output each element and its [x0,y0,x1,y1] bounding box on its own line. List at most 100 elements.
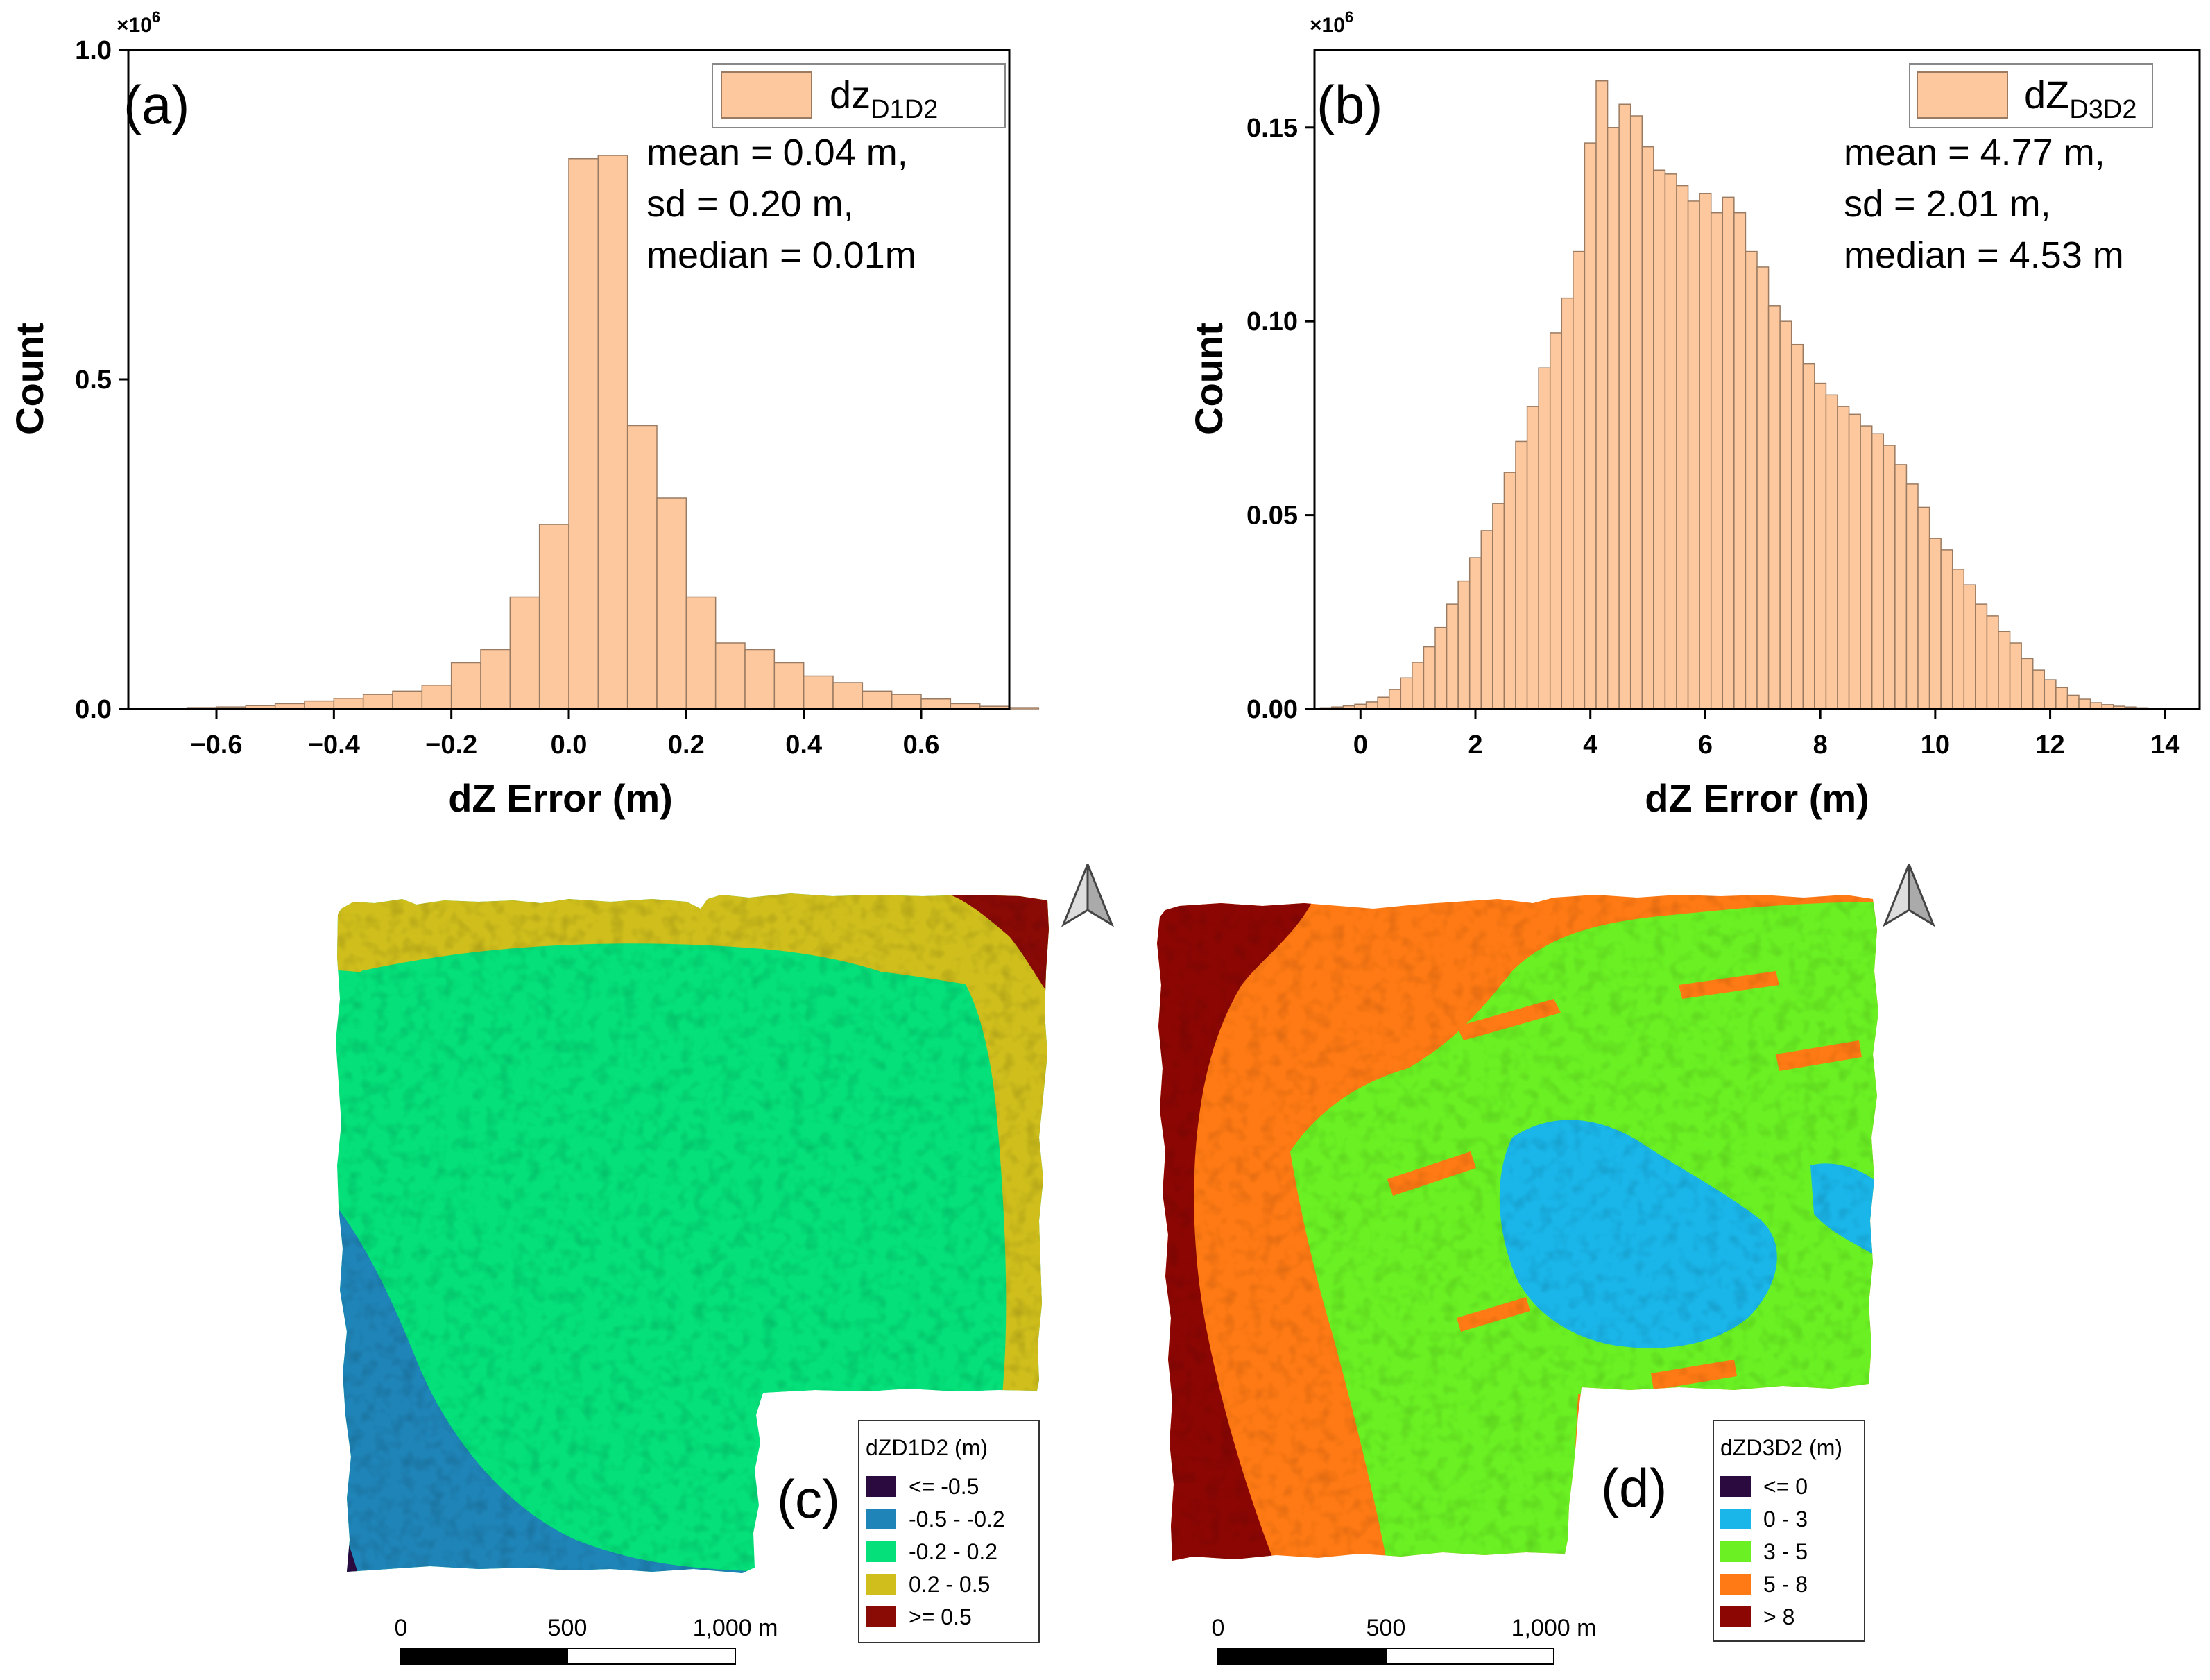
x-tick-label-b-6: 12 [2035,730,2064,760]
histogram-b-bar-26 [1618,103,1631,710]
y-axis-title-a: Count [8,323,51,435]
legend-swatch-c-1 [866,1509,896,1529]
map-c: (c) dZD1D2 (m) <= -0.5 -0.5 - -0.2 -0.2 - … [336,864,1115,1665]
histogram-b-bar-43 [1814,382,1827,710]
legend-title-c: dZD1D2 (m) [866,1435,988,1460]
histogram-b-bar-49 [1883,445,1896,710]
scale-label-d-0: 0 [1212,1615,1225,1641]
legend-title-d: dZD3D2 (m) [1720,1435,1842,1460]
legend-class-d-2: 3 - 5 [1763,1539,1808,1564]
x-tick-label-a-0: −0.6 [190,730,242,760]
histogram-b-bar-9 [1423,646,1436,710]
x-ticks-a: −0.6 −0.4 −0.2 0.0 0.2 0.4 0.6 [190,709,939,760]
histogram-b-bar-64 [2055,687,2068,710]
y-ticks-b: 0.00 0.05 0.10 0.15 [1247,114,1314,724]
histogram-b-bar-14 [1480,530,1493,710]
scale-label-c-2: 1,000 m [693,1615,778,1641]
histogram-b-bar-63 [2044,679,2057,710]
legend-swatch-c-3 [866,1574,896,1595]
legend-swatch-d-4 [1720,1606,1751,1627]
x-tick-label-a-4: 0.2 [668,730,705,760]
histogram-a-bar-10 [450,662,481,710]
legend-swatch-c-2 [866,1541,896,1562]
histogram-a-bar-6 [333,698,364,710]
stat-mean-a: mean = 0.04 m, [646,132,908,173]
histogram-a-bars [157,155,1040,710]
histogram-a-bar-8 [392,690,423,710]
stat-mean-b: mean = 4.77 m, [1844,132,2105,173]
north-arrow-d-icon [1882,864,1936,927]
y-multiplier-b: ×106 [1310,8,1353,37]
x-tick-label-a-1: −0.4 [308,730,360,760]
scale-label-d-2: 1,000 m [1511,1615,1597,1641]
histogram-a-bar-14 [568,158,599,710]
histogram-b-bars [1319,80,2183,710]
histogram-b-bar-46 [1848,413,1861,710]
legend-d: dZD3D2 (m) <= 0 0 - 3 3 - 5 5 - 8 > 8 [1713,1420,1865,1642]
histogram-a-bar-29 [1009,707,1040,710]
histogram-a-bar-13 [538,524,569,710]
histogram-b-bar-60 [2009,642,2022,710]
histogram-a-bar-18 [685,596,717,710]
histogram-b-bar-57 [1975,603,1988,710]
histogram-a-bar-23 [832,682,864,710]
legend-c: dZD1D2 (m) <= -0.5 -0.5 - -0.2 -0.2 - 0.2 0… [858,1420,1040,1643]
histogram-b-bar-11 [1446,603,1459,710]
histogram-b-bar-47 [1860,425,1873,710]
histogram-a-bar-7 [362,694,393,710]
plot-frame-b [1313,49,2201,710]
panel-label-a: (a) [123,74,189,135]
histogram-b-bar-36 [1733,212,1747,710]
stat-sd-a: sd = 0.20 m, [646,183,854,225]
stat-median-a: median = 0.01m [646,234,916,276]
scale-bar-c: 0 500 1,000 m [395,1615,778,1665]
histogram-b-bar-62 [2032,669,2046,710]
scale-label-c-1: 500 [548,1615,588,1641]
y-tick-label-b-2: 0.10 [1247,307,1298,336]
x-tick-label-b-5: 10 [1921,730,1950,760]
histogram-b: 0 2 4 6 8 10 12 14 0.00 0.05 0.10 0.15 ×106 (b) dZ… [1187,8,2201,820]
legend-swatch-d-2 [1720,1541,1751,1562]
legend-class-d-3: 5 - 8 [1763,1572,1808,1597]
histogram-a-bar-22 [803,675,834,710]
legend-class-d-4: > 8 [1763,1604,1794,1629]
x-tick-label-a-3: 0.0 [551,730,588,760]
histogram-b-bar-6 [1388,689,1402,710]
histogram-b-bar-22 [1573,250,1586,710]
histogram-a-bar-11 [480,649,511,710]
legend-class-d-1: 0 - 3 [1763,1507,1808,1532]
histogram-b-bar-38 [1756,266,1770,710]
histogram-b-bar-23 [1584,142,1597,710]
histogram-a-bar-20 [744,649,776,710]
stat-sd-b: sd = 2.01 m, [1844,183,2051,225]
histogram-b-bar-55 [1951,569,1965,710]
legend-swatch-d-0 [1720,1476,1751,1497]
legend-swatch-c-4 [866,1606,896,1627]
histogram-b-bar-37 [1745,250,1758,710]
scale-label-c-0: 0 [395,1615,408,1641]
histogram-b-bar-20 [1549,332,1563,710]
histogram-b-bar-21 [1561,297,1574,710]
scale-label-d-1: 500 [1367,1615,1406,1641]
histogram-b-bar-10 [1434,626,1448,710]
panel-label-d: (d) [1601,1457,1667,1518]
histogram-a-bar-16 [626,425,658,710]
histogram-b-bar-53 [1928,538,1942,710]
y-tick-label-b-0: 0.00 [1247,695,1298,724]
histogram-b-bar-39 [1767,305,1781,710]
histogram-b-bar-12 [1457,580,1471,710]
legend-swatch-b [1917,71,2008,119]
histogram-b-bar-45 [1837,406,1850,710]
histogram-a: −0.6 −0.4 −0.2 0.0 0.2 0.4 0.6 0.00.51.0 ×106 … [8,8,1040,820]
histogram-b-bar-19 [1538,367,1551,710]
histogram-b-bar-17 [1515,440,1528,710]
histogram-b-bar-66 [2078,698,2091,710]
x-tick-label-b-3: 6 [1698,730,1713,760]
legend-label-a: dzD1D2 [830,73,938,124]
histogram-a-bar-5 [304,700,335,710]
histogram-b-bar-32 [1687,200,1700,710]
histogram-a-bar-25 [891,694,922,710]
x-tick-label-b-2: 4 [1583,730,1597,760]
legend-label-b: dZD3D2 [2024,73,2137,124]
legend-class-c-2: -0.2 - 0.2 [909,1539,997,1564]
